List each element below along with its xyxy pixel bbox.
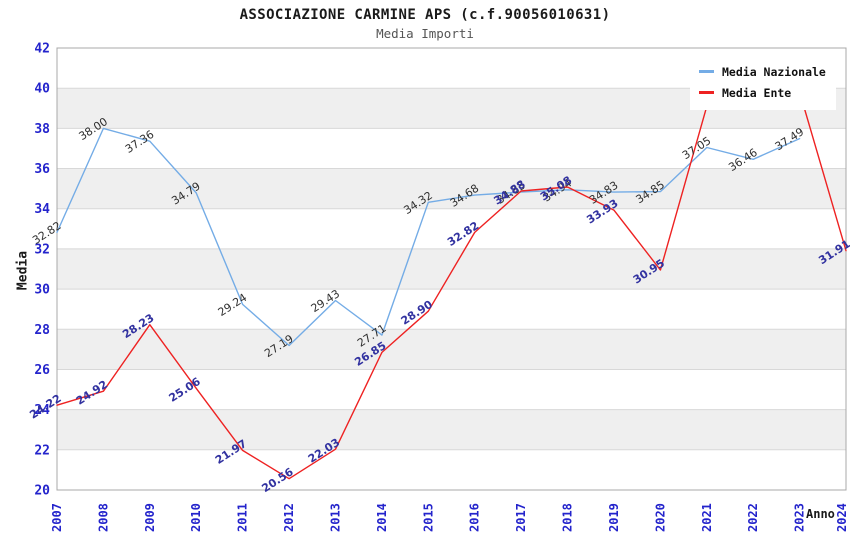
nazionale-line-swatch-icon — [699, 70, 714, 73]
plot-band — [57, 248, 846, 290]
legend-item-ente: Media Ente — [699, 82, 826, 103]
x-tick-label: 2023 — [793, 503, 807, 532]
chart-subtitle: Media Importi — [376, 26, 474, 41]
chart-title: ASSOCIAZIONE CARMINE APS (c.f.9005601063… — [239, 7, 611, 23]
plot-band — [57, 409, 846, 450]
y-tick-label: 32 — [34, 242, 50, 257]
y-tick-label: 38 — [34, 122, 50, 137]
x-tick-label: 2010 — [189, 503, 203, 532]
x-tick-label: 2019 — [607, 503, 621, 532]
x-tick-label: 2018 — [561, 503, 575, 532]
y-tick-label: 40 — [34, 82, 50, 97]
y-axis-title: Media — [15, 250, 31, 291]
legend-label: Media Ente — [722, 85, 792, 100]
y-tick-label: 30 — [34, 283, 50, 298]
x-tick-label: 2016 — [468, 503, 482, 532]
series-line-media-nazionale — [56, 127, 801, 347]
y-tick-label: 28 — [34, 323, 50, 338]
y-tick-label: 24 — [34, 403, 50, 418]
x-tick-label: 2011 — [236, 503, 250, 532]
data-label: 32.82 — [445, 219, 481, 249]
x-tick-label: 2013 — [329, 503, 343, 532]
x-tick-label: 2012 — [282, 503, 296, 532]
y-tick-label: 26 — [34, 363, 50, 378]
x-tick-label: 2008 — [96, 503, 110, 532]
x-tick-label: 2024 — [835, 503, 849, 532]
data-label: 24.92 — [74, 378, 110, 408]
plot-band — [57, 168, 846, 209]
legend-item-nazionale: Media Nazionale — [699, 61, 826, 82]
x-tick-label: 2015 — [421, 503, 435, 532]
x-tick-label: 2007 — [50, 503, 64, 532]
legend: Media Nazionale Media Ente — [690, 55, 836, 110]
x-tick-label: 2014 — [375, 503, 389, 532]
x-tick-label: 2020 — [653, 503, 667, 532]
y-tick-label: 34 — [34, 202, 50, 217]
data-label: 28.90 — [399, 298, 436, 328]
x-tick-label: 2022 — [746, 503, 760, 532]
x-tick-label: 2009 — [143, 503, 157, 532]
x-tick-label: 2021 — [700, 503, 714, 532]
plot-band — [57, 329, 846, 370]
data-label: 37.49 — [773, 125, 806, 153]
x-axis-title: Anno — [806, 507, 835, 521]
legend-label: Media Nazionale — [722, 64, 826, 79]
y-tick-label: 42 — [34, 42, 50, 57]
y-tick-label: 20 — [34, 484, 50, 499]
ente-line-swatch-icon — [699, 91, 714, 94]
y-tick-label: 36 — [34, 162, 50, 177]
data-label: 20.56 — [259, 465, 296, 495]
plot-border — [56, 47, 847, 491]
y-tick-label: 22 — [34, 443, 50, 458]
x-tick-label: 2017 — [514, 503, 528, 532]
data-label: 37.36 — [123, 128, 156, 156]
data-label: 29.24 — [216, 291, 249, 319]
